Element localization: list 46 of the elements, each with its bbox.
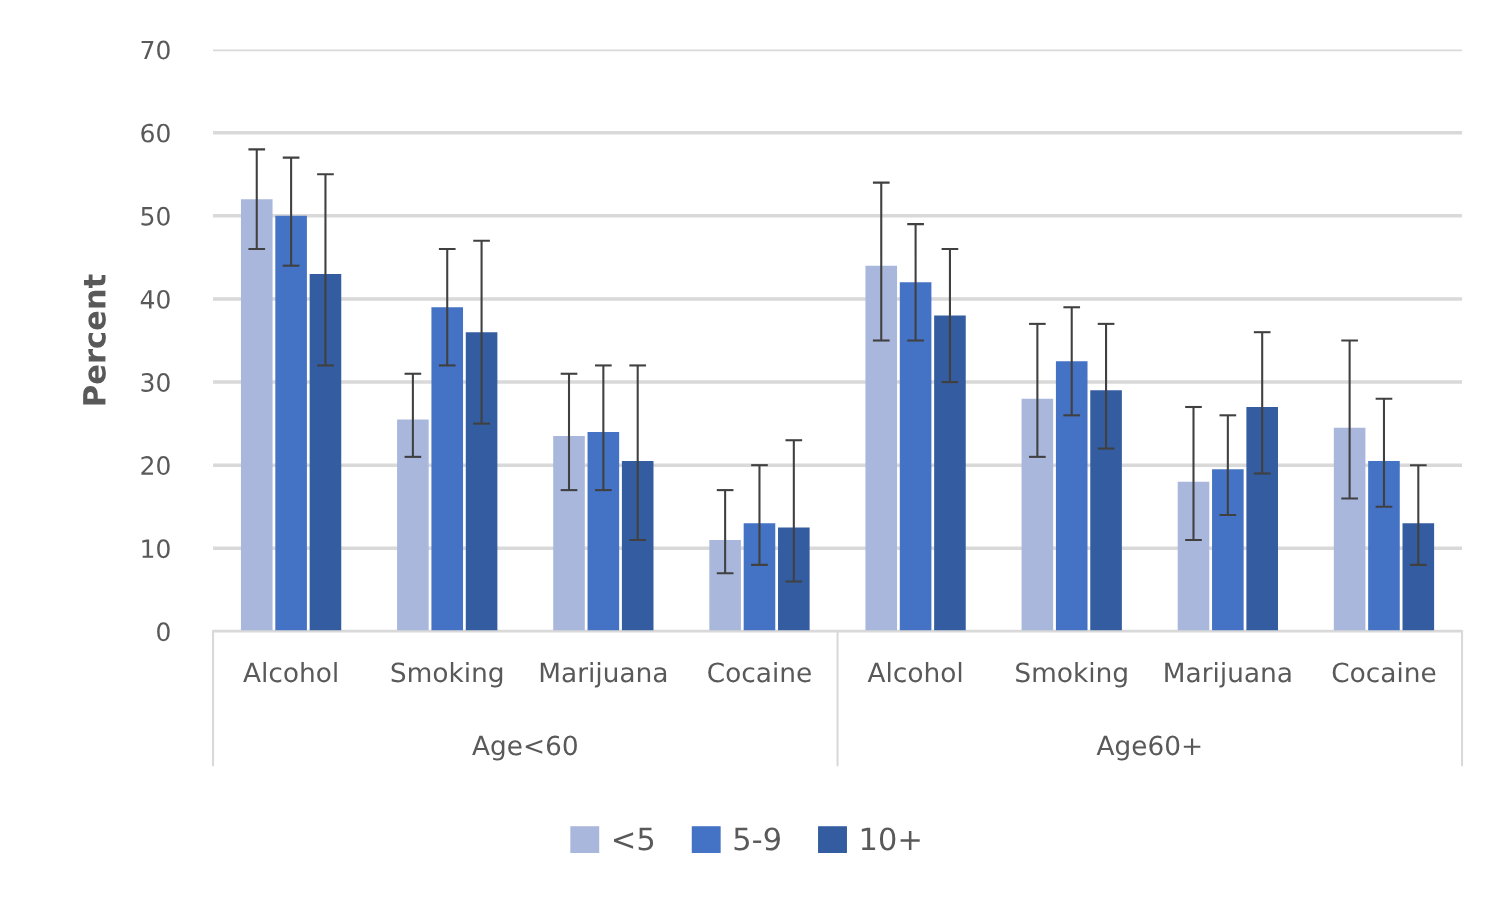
bar — [397, 419, 429, 632]
bar — [309, 274, 342, 632]
bar — [275, 215, 307, 632]
bar — [1021, 398, 1054, 632]
y-tick-label: 20 — [141, 456, 170, 476]
x-tick-label: Marijuana — [540, 661, 667, 688]
bar — [778, 527, 810, 632]
bar — [465, 332, 498, 632]
bar — [431, 307, 464, 632]
bar — [1090, 390, 1122, 632]
bar — [587, 431, 620, 632]
x-tick-label: Smoking — [1016, 661, 1127, 688]
y-tick-label: 30 — [141, 373, 170, 392]
bar — [1368, 461, 1400, 632]
legend-label: 10+ — [861, 827, 920, 851]
bar — [1402, 523, 1435, 632]
y-tick-label: 10 — [142, 539, 170, 559]
y-tick-label: 50 — [141, 206, 170, 226]
y-tick-label: 70 — [141, 40, 170, 60]
bar — [240, 199, 273, 632]
x-tick-label: Cocaine — [708, 661, 811, 683]
bar — [621, 461, 654, 632]
x-tick-label: Smoking — [391, 661, 503, 688]
y-axis-title: Percent — [83, 274, 106, 405]
x-tick-label: Alcohol — [243, 661, 337, 683]
bar — [709, 539, 741, 632]
x-tick-label: Alcohol — [867, 661, 962, 683]
x-tick-label: Marijuana — [1165, 661, 1291, 688]
bar — [865, 265, 898, 632]
text: Age60+ — [1096, 735, 1201, 761]
bar — [553, 436, 585, 632]
legend-label: 5-9 — [734, 827, 780, 851]
bar — [934, 315, 966, 632]
bar — [743, 523, 776, 632]
bar — [899, 282, 932, 632]
bar — [1246, 407, 1278, 632]
bar — [1212, 469, 1244, 632]
text: Age<60 — [472, 735, 577, 761]
y-tick-label: 40 — [140, 289, 170, 309]
bar — [1333, 427, 1366, 632]
y-tick-label: 60 — [141, 123, 170, 143]
x-tick-label: Cocaine — [1332, 661, 1436, 683]
y-tick-label: 0 — [157, 622, 170, 642]
bar — [1055, 361, 1088, 632]
bar — [1177, 481, 1210, 632]
legend-label: <5 — [613, 827, 654, 851]
